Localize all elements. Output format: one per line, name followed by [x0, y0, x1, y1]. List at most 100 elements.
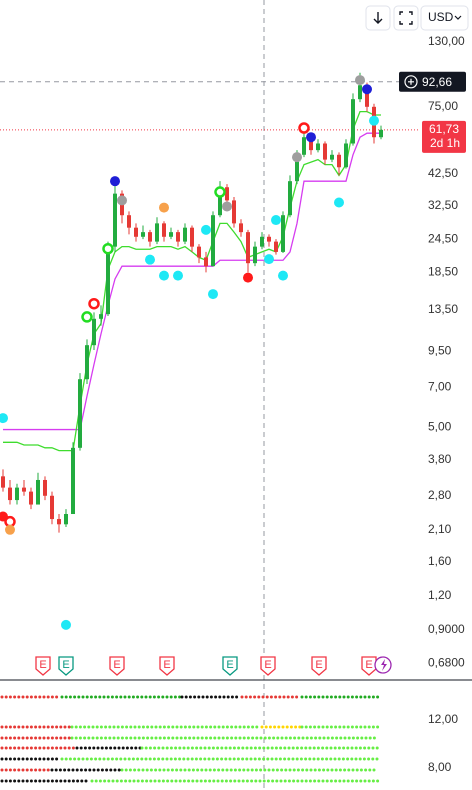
earnings-badge-shape — [109, 656, 125, 676]
candle — [281, 211, 285, 253]
candle-body — [295, 154, 299, 182]
last-price-label: 61,73 — [429, 122, 459, 136]
candle — [92, 312, 96, 351]
signal-marker — [159, 270, 169, 281]
candle — [197, 244, 201, 264]
earnings-badge[interactable]: E — [260, 656, 276, 676]
signal-marker — [355, 75, 365, 86]
candle — [183, 223, 187, 245]
candle-body — [358, 85, 362, 100]
earnings-badge[interactable]: E — [222, 656, 238, 676]
candle-body — [134, 227, 138, 237]
candle-body — [162, 223, 166, 237]
y-tick-label: 32,50 — [428, 198, 458, 212]
crosshair-plus-sign — [408, 78, 414, 85]
signal-marker — [117, 195, 127, 206]
candle — [169, 227, 173, 240]
candle-body — [225, 187, 229, 201]
last-price-box — [422, 120, 466, 153]
earnings-badge-shape — [159, 656, 175, 676]
signal-marker — [81, 311, 93, 323]
y-tick-label: 130,00 — [428, 34, 465, 48]
currency-dropdown[interactable] — [420, 5, 469, 31]
candle-body — [141, 232, 145, 237]
lower-y-tick-label: 8,00 — [428, 760, 452, 774]
candle — [155, 217, 159, 245]
fullscreen-button[interactable] — [393, 5, 419, 31]
candle — [190, 225, 194, 252]
signal-marker — [243, 272, 253, 283]
candle — [113, 181, 117, 252]
earnings-badge[interactable]: E — [311, 656, 327, 676]
signal-marker — [208, 289, 218, 300]
candle — [71, 442, 75, 515]
candle-body — [8, 487, 12, 501]
dropdown-caret — [454, 15, 462, 20]
candle-body — [337, 154, 341, 168]
candle — [176, 229, 180, 247]
candle — [344, 139, 348, 169]
candle — [337, 152, 341, 176]
candle-body — [85, 345, 89, 380]
earnings-badge[interactable]: E — [58, 656, 74, 676]
earnings-badge[interactable]: E — [109, 656, 125, 676]
candle-body — [232, 200, 236, 224]
candle-body — [246, 232, 250, 264]
signal-marker — [4, 515, 16, 528]
currency-label: USD — [428, 10, 454, 24]
candle-body — [267, 236, 271, 242]
candle — [141, 225, 145, 240]
earnings-badge-label: E — [315, 659, 322, 671]
candle-body — [113, 193, 117, 247]
candle-body — [176, 232, 180, 242]
candle — [316, 139, 320, 153]
y-tick-label: 7,00 — [428, 380, 452, 394]
crosshair-label-box — [399, 71, 466, 92]
candle — [246, 229, 250, 273]
signal-marker — [271, 215, 281, 226]
y-tick-label: 1,20 — [428, 588, 452, 602]
candle-body — [106, 246, 110, 315]
candle-body — [309, 137, 313, 151]
y-tick-label: 0,6800 — [428, 655, 465, 669]
candle-body — [281, 215, 285, 252]
crosshair-price: 92,66 — [422, 75, 452, 89]
candle-body — [260, 236, 264, 247]
earnings-badge-shape — [58, 656, 74, 676]
candle-body — [365, 85, 369, 107]
signal-marker — [214, 186, 226, 198]
candle-body — [57, 519, 61, 525]
crosshair-plus-icon — [404, 75, 418, 89]
candle-body — [1, 476, 5, 488]
candle-body — [127, 215, 131, 228]
candle-body — [316, 143, 320, 151]
countdown-label: 2d 1h — [430, 136, 460, 150]
earnings-badge[interactable]: E — [361, 656, 377, 676]
candle-body — [204, 257, 208, 267]
signal-marker — [264, 254, 274, 265]
candle — [253, 241, 257, 267]
earnings-badge-label: E — [113, 659, 120, 671]
candle-body — [43, 479, 47, 496]
candle — [134, 223, 138, 242]
candle — [1, 469, 5, 492]
earnings-badge-shape — [361, 656, 377, 676]
candle-body — [29, 491, 33, 505]
signal-marker — [334, 197, 344, 208]
earnings-badge-shape — [260, 656, 276, 676]
candle-body — [379, 129, 383, 138]
signal-marker — [173, 270, 183, 281]
candle — [15, 483, 19, 505]
fullscreen-icon — [399, 11, 413, 25]
signal-marker — [222, 201, 232, 212]
candle — [36, 472, 40, 505]
candle — [8, 479, 12, 505]
signal-marker — [201, 224, 211, 235]
earnings-badge[interactable]: E — [35, 656, 51, 676]
candle — [239, 219, 243, 237]
candle-body — [148, 232, 152, 242]
candle-body — [78, 379, 82, 448]
earnings-badge[interactable]: E — [159, 656, 175, 676]
candle — [85, 339, 89, 385]
y-tick-label: 13,50 — [428, 302, 458, 316]
